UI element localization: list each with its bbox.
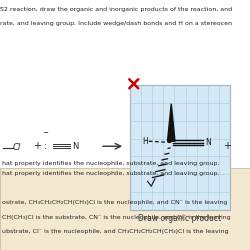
Text: Cl: Cl [12,143,21,152]
Text: hat properly identifies the nucleophile, substrate, and leaving group.: hat properly identifies the nucleophile,… [2,161,220,166]
Text: +: + [34,141,42,151]
Text: hat properly identifies the nucleophile, substrate, and leaving group.: hat properly identifies the nucleophile,… [2,171,220,176]
Text: Draw organic product: Draw organic product [138,214,222,223]
Text: :: : [44,142,46,151]
Text: −: − [42,130,48,136]
Text: ostrate, CH₃CH₂CH₂CH(CH₃)Cl is the nucleophile, and CN⁻ is the leaving: ostrate, CH₃CH₂CH₂CH(CH₃)Cl is the nucle… [2,200,228,205]
Text: rate, and leaving group. Include wedge/dash bonds and H on a stereocen: rate, and leaving group. Include wedge/d… [0,21,232,26]
Text: ubstrate, Cl⁻ is the nucleophile, and CH₃CH₂CH₂CH(CH₃)Cl is the leaving: ubstrate, Cl⁻ is the nucleophile, and CH… [2,229,229,234]
Text: N: N [205,138,211,147]
Polygon shape [168,104,175,141]
Text: CH(CH₃)Cl is the substrate, CN⁻ is the nucleophile, and Cl⁻ is the leaving: CH(CH₃)Cl is the substrate, CN⁻ is the n… [2,215,231,220]
Text: S̄2 reaction, draw the organic and inorganic products of the reaction, and: S̄2 reaction, draw the organic and inorg… [0,8,232,12]
Text: N: N [72,142,79,151]
Text: +: + [224,141,232,151]
Text: H: H [142,137,148,146]
FancyBboxPatch shape [0,168,250,250]
FancyBboxPatch shape [130,85,230,210]
